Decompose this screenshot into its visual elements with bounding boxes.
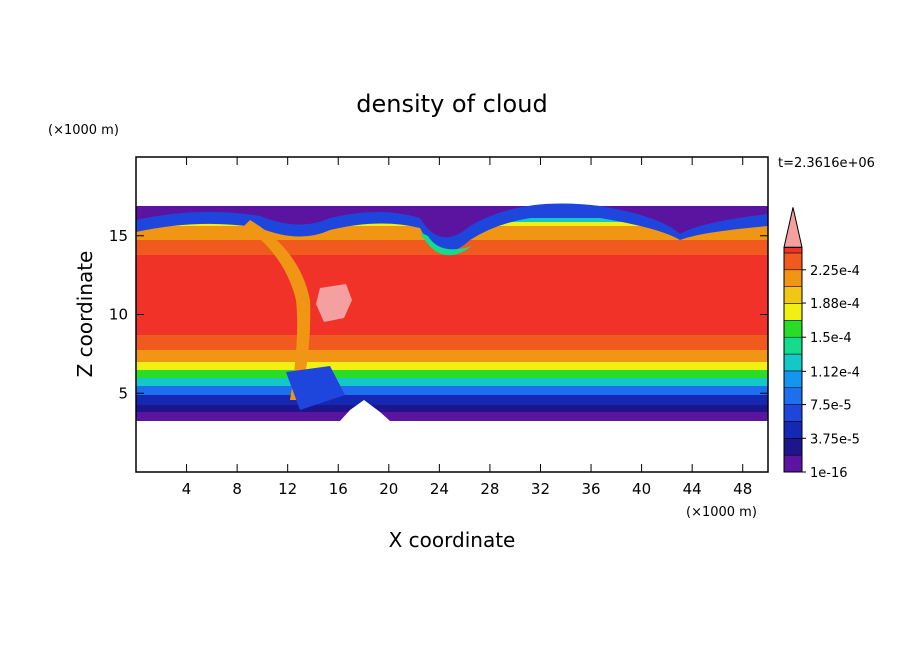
colorbar-box — [783, 438, 803, 456]
colorbar-box — [783, 269, 803, 287]
x-tick-label: 12 — [278, 480, 297, 498]
contour-field — [136, 203, 768, 421]
colorbar-tick-label: 1e-16 — [810, 466, 848, 481]
field-band — [136, 405, 768, 412]
x-tick-label: 20 — [379, 480, 398, 498]
colorbar-frame — [783, 246, 803, 473]
colorbar-box — [783, 320, 803, 338]
x-tick-label: 48 — [733, 480, 752, 498]
colorbar-box — [783, 387, 803, 405]
time-annotation: t=2.3616e+06 — [778, 156, 875, 171]
chart-title: density of cloud — [356, 90, 547, 118]
colorbar-box — [783, 421, 803, 439]
colorbar-box — [783, 286, 803, 304]
field-over — [316, 284, 352, 322]
field-wave — [136, 206, 768, 246]
colorbar-tick-label: 7.5e-5 — [810, 399, 852, 414]
x-tick-label: 28 — [480, 480, 499, 498]
colorbar-tick-label: 3.75e-5 — [810, 432, 860, 447]
y-unit-label: (×1000 m) — [48, 123, 119, 138]
colorbar-box — [783, 303, 803, 321]
y-tick-label: 5 — [118, 384, 128, 402]
field-band — [136, 335, 768, 350]
colorbar-box — [783, 370, 803, 388]
y-tick-label: 15 — [109, 227, 128, 245]
field-band — [136, 362, 768, 370]
field-streak — [286, 366, 345, 410]
field-wave — [136, 203, 768, 252]
field-band — [136, 255, 768, 335]
field-band — [136, 395, 768, 405]
colorbar-box — [783, 252, 803, 271]
field-band — [136, 386, 768, 395]
x-axis-label: X coordinate — [389, 528, 516, 552]
x-unit-label: (×1000 m) — [686, 505, 757, 520]
field-band — [136, 378, 768, 386]
x-tick-label: 4 — [182, 480, 192, 498]
field-gap — [340, 400, 390, 421]
field-band — [136, 350, 768, 362]
y-axis-label: Z coordinate — [73, 251, 97, 378]
x-tick-label: 44 — [683, 480, 702, 498]
colorbar-box — [783, 353, 803, 372]
colorbar-tick-label: 1.12e-4 — [810, 365, 860, 380]
colorbar-box — [783, 336, 803, 355]
colorbar-box — [783, 404, 803, 422]
x-tick-label: 8 — [232, 480, 242, 498]
field-streak — [244, 220, 311, 400]
colorbar-over — [783, 207, 803, 248]
x-tick-label: 32 — [531, 480, 550, 498]
x-tick-label: 24 — [430, 480, 449, 498]
field-wave — [420, 232, 472, 256]
x-tick-label: 16 — [329, 480, 348, 498]
x-tick-label: 40 — [632, 480, 651, 498]
colorbar-tick-label: 1.88e-4 — [810, 297, 860, 312]
field-band — [136, 412, 768, 421]
colorbar-box — [783, 454, 803, 473]
colorbar-box — [783, 247, 803, 254]
colorbar-tick-label: 1.5e-4 — [810, 331, 852, 346]
x-tick-label: 36 — [581, 480, 600, 498]
y-tick-label: 10 — [109, 306, 128, 324]
colorbar-tick-label: 2.25e-4 — [810, 264, 860, 279]
field-band — [136, 370, 768, 378]
